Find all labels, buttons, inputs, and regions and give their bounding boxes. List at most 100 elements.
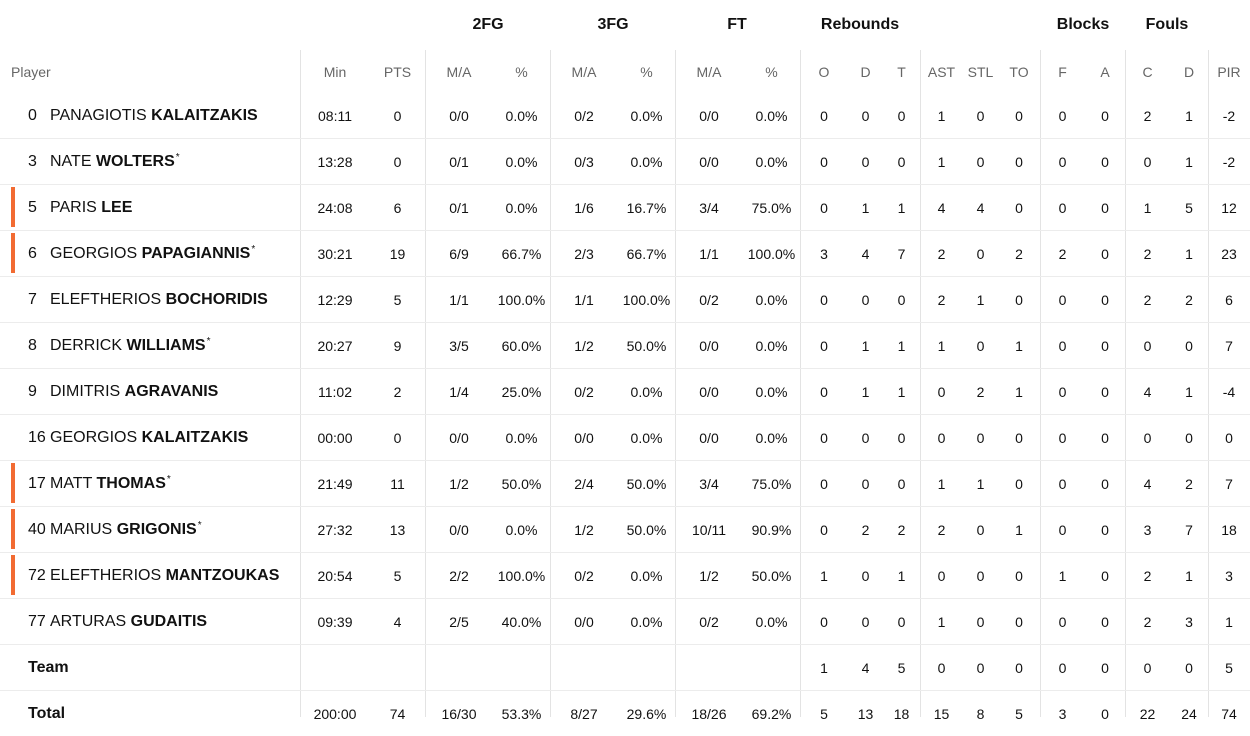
player-star-marker: *	[176, 152, 180, 163]
header-stl[interactable]: STL	[963, 50, 998, 93]
stat-pir: 6	[1208, 277, 1250, 323]
stat-ft-ma: 0/0	[675, 369, 743, 415]
player-name-link[interactable]: DERRICK WILLIAMS*	[50, 337, 210, 354]
stat-blk-f: 0	[1040, 415, 1085, 461]
stat-pir: 1	[1208, 599, 1250, 645]
stat-pir: 12	[1208, 185, 1250, 231]
stat-pir: 3	[1208, 553, 1250, 599]
stat-reb-d: 0	[848, 599, 883, 645]
stat-3fg-pct: 50.0%	[618, 461, 675, 507]
stat-pir: 18	[1208, 507, 1250, 553]
stat-pts: 9	[370, 323, 425, 369]
stat-2fg-ma: 1/2	[425, 461, 493, 507]
player-last-name: KALAITZAKIS	[151, 107, 258, 124]
header-ast[interactable]: AST	[920, 50, 963, 93]
player-cell: Team	[0, 645, 300, 691]
stat-3fg-pct: 16.7%	[618, 185, 675, 231]
header-foul-d[interactable]: D	[1170, 50, 1208, 93]
stat-to: 0	[998, 553, 1040, 599]
stat-3fg-ma: 0/2	[550, 93, 618, 139]
header-to[interactable]: TO	[998, 50, 1040, 93]
header-foul-c[interactable]: C	[1125, 50, 1170, 93]
stat-foul-c: 4	[1125, 369, 1170, 415]
stat-2fg-pct: 0.0%	[493, 185, 550, 231]
stat-ft-pct: 0.0%	[743, 323, 800, 369]
header-ft-pct[interactable]: %	[743, 50, 800, 93]
stat-foul-c: 0	[1125, 323, 1170, 369]
group-fouls: Fouls	[1127, 16, 1207, 36]
stat-stl: 2	[963, 369, 998, 415]
stat-3fg-ma: 0/2	[550, 553, 618, 599]
stat-foul-c: 4	[1125, 461, 1170, 507]
player-first-name: GEORGIOS	[50, 245, 137, 262]
stat-2fg-ma: 3/5	[425, 323, 493, 369]
header-pts[interactable]: PTS	[370, 50, 425, 93]
player-name-link[interactable]: NATE WOLTERS*	[50, 153, 180, 170]
header-3fg-ma[interactable]: M/A	[550, 50, 618, 93]
player-first-name: ARTURAS	[50, 613, 126, 630]
stat-stl: 4	[963, 185, 998, 231]
stat-foul-d: 1	[1170, 93, 1208, 139]
total-stat-stl: 8	[963, 691, 998, 736]
total-stat-3fg-ma: 8/27	[550, 691, 618, 736]
stat-foul-d: 0	[1170, 323, 1208, 369]
header-reb-d[interactable]: D	[848, 50, 883, 93]
player-name-link[interactable]: GEORGIOS PAPAGIANNIS*	[50, 245, 255, 262]
stat-pts: 19	[370, 231, 425, 277]
player-number: 5	[28, 199, 50, 217]
player-name-link[interactable]: PANAGIOTIS KALAITZAKIS	[50, 107, 258, 124]
stat-ft-ma: 0/0	[675, 323, 743, 369]
header-min[interactable]: Min	[300, 50, 370, 93]
header-pir[interactable]: PIR	[1208, 50, 1250, 93]
stat-stl: 0	[963, 599, 998, 645]
header-reb-t[interactable]: T	[883, 50, 920, 93]
stat-pts: 4	[370, 599, 425, 645]
player-name-link[interactable]: ELEFTHERIOS BOCHORIDIS	[50, 291, 268, 308]
stat-3fg-ma: 0/2	[550, 369, 618, 415]
stat-foul-d: 0	[1170, 415, 1208, 461]
stat-reb-d: 0	[848, 461, 883, 507]
stat-2fg-ma: 0/0	[425, 93, 493, 139]
stat-foul-d: 2	[1170, 277, 1208, 323]
player-name-link[interactable]: MARIUS GRIGONIS*	[50, 521, 202, 538]
stat-to: 1	[998, 369, 1040, 415]
stat-reb-d: 0	[848, 93, 883, 139]
stat-ft-pct: 0.0%	[743, 415, 800, 461]
header-player[interactable]: Player	[0, 50, 300, 93]
header-ft-ma[interactable]: M/A	[675, 50, 743, 93]
total-stat-blk-a: 0	[1085, 691, 1125, 736]
stat-ast: 0	[920, 553, 963, 599]
total-stat-ft-pct: 69.2%	[743, 691, 800, 736]
stat-ft-ma: 3/4	[675, 185, 743, 231]
stat-ast: 2	[920, 277, 963, 323]
total-stat-2fg-pct: 53.3%	[493, 691, 550, 736]
player-number: 7	[28, 291, 50, 309]
player-name-link[interactable]: MATT THOMAS*	[50, 475, 171, 492]
header-2fg-ma[interactable]: M/A	[425, 50, 493, 93]
header-3fg-pct[interactable]: %	[618, 50, 675, 93]
player-cell: Total	[0, 691, 300, 736]
header-reb-o[interactable]: O	[800, 50, 848, 93]
starter-indicator	[11, 463, 15, 503]
stat-3fg-pct: 50.0%	[618, 507, 675, 553]
stat-3fg-ma: 0/0	[550, 415, 618, 461]
header-blk-f[interactable]: F	[1040, 50, 1085, 93]
player-name-link[interactable]: DIMITRIS AGRAVANIS	[50, 383, 218, 400]
player-name-link[interactable]: GEORGIOS KALAITZAKIS	[50, 429, 248, 446]
player-name-link[interactable]: ARTURAS GUDAITIS	[50, 613, 207, 630]
header-blk-a[interactable]: A	[1085, 50, 1125, 93]
stat-2fg-ma: 1/4	[425, 369, 493, 415]
stat-reb-o: 0	[800, 599, 848, 645]
player-last-name: WOLTERS	[96, 153, 175, 170]
player-name-link[interactable]: ELEFTHERIOS MANTZOUKAS	[50, 567, 279, 584]
player-name-link[interactable]: PARIS LEE	[50, 199, 132, 216]
player-last-name: KALAITZAKIS	[142, 429, 249, 446]
header-2fg-pct[interactable]: %	[493, 50, 550, 93]
stat-ft-ma: 0/0	[675, 139, 743, 185]
player-last-name: GUDAITIS	[131, 613, 207, 630]
